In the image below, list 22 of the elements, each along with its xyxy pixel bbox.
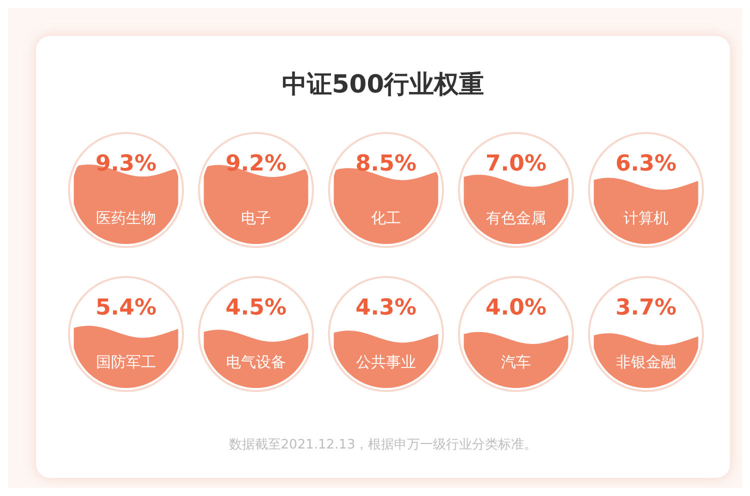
data-label: 4.3% <box>355 296 417 320</box>
category-label: 化工 <box>371 209 401 227</box>
data-label: 5.4% <box>95 296 157 320</box>
category-label: 电子 <box>241 209 271 227</box>
data-label: 4.5% <box>225 296 287 320</box>
data-label: 9.2% <box>225 152 287 176</box>
text: 数据截至2021.12.13，根据申万一级行业分类标准。 <box>228 438 538 452</box>
category-label: 有色金属 <box>486 209 546 227</box>
category-label: 计算机 <box>624 209 668 227</box>
text: 中证500行业权重 <box>282 70 484 98</box>
category-label: 医药生物 <box>96 209 156 227</box>
data-label: 3.7% <box>615 296 677 320</box>
data-label: 6.3% <box>615 152 677 176</box>
data-label: 4.0% <box>485 296 547 320</box>
data-label: 9.3% <box>95 152 157 176</box>
data-label: 8.5% <box>355 152 417 176</box>
category-label: 汽车 <box>501 353 531 371</box>
data-label: 7.0% <box>485 152 547 176</box>
category-label: 公共事业 <box>356 353 416 371</box>
category-label: 电气设备 <box>226 353 286 371</box>
category-label: 国防军工 <box>96 353 156 371</box>
category-label: 非银金融 <box>616 353 676 371</box>
